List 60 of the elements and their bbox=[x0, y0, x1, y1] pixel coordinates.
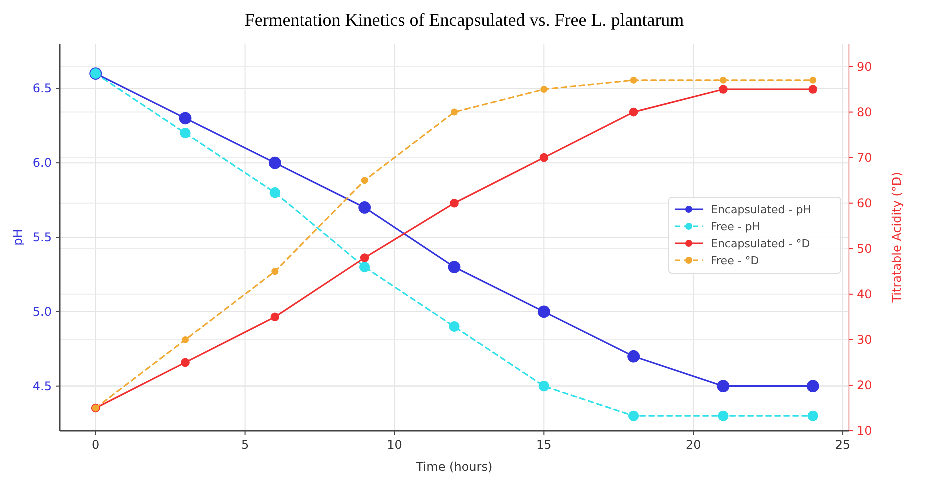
point bbox=[358, 202, 372, 214]
point bbox=[451, 108, 458, 116]
y2-tick-label: 40 bbox=[857, 287, 872, 302]
point bbox=[361, 177, 368, 184]
x-tick-label: 20 bbox=[686, 438, 702, 452]
y2-tick-label: 70 bbox=[857, 150, 872, 165]
point bbox=[360, 254, 370, 262]
y2-tick-label: 30 bbox=[857, 332, 872, 347]
y-axis-title: pH bbox=[11, 229, 25, 246]
point bbox=[448, 261, 461, 274]
point bbox=[808, 410, 818, 422]
point bbox=[540, 153, 549, 162]
point bbox=[719, 85, 728, 94]
point bbox=[630, 76, 638, 84]
point bbox=[180, 128, 191, 139]
legend-label: Free - pH bbox=[711, 220, 761, 234]
y-tick-label: 6.0 bbox=[32, 156, 52, 170]
y2-axis-title: Titratable Acidity (°D) bbox=[890, 172, 904, 304]
legend-label: Encapsulated - °D bbox=[711, 238, 810, 250]
point bbox=[538, 381, 550, 392]
legend-label: Encapsulated - pH bbox=[711, 204, 812, 216]
point bbox=[538, 306, 550, 318]
point bbox=[181, 358, 190, 368]
y-tick-label: 4.5 bbox=[32, 379, 52, 394]
y-tick-label: 6.5 bbox=[32, 82, 52, 96]
y2-tick-label: 60 bbox=[857, 196, 872, 210]
y-tick-label: 5.0 bbox=[32, 304, 52, 319]
point bbox=[808, 85, 818, 94]
y2-tick-label: 10 bbox=[857, 424, 872, 438]
y2-tick-label: 80 bbox=[857, 105, 872, 120]
point bbox=[270, 312, 280, 322]
point bbox=[179, 112, 192, 125]
point bbox=[360, 262, 370, 273]
chart-title: Fermentation Kinetics of Encapsulated vs. Free L. plantarum bbox=[244, 10, 684, 30]
point bbox=[717, 380, 730, 393]
x-tick-label: 15 bbox=[536, 438, 552, 452]
y2-tick-label: 20 bbox=[857, 378, 872, 392]
point bbox=[810, 76, 817, 84]
y2-tick-label: 50 bbox=[857, 242, 872, 256]
x-tick-label: 10 bbox=[387, 438, 402, 452]
x-axis-title: Time (hours) bbox=[415, 460, 493, 474]
point bbox=[450, 198, 459, 208]
x-tick-label: 5 bbox=[241, 438, 250, 452]
point bbox=[628, 410, 640, 422]
point bbox=[268, 156, 282, 170]
point bbox=[629, 108, 638, 117]
point bbox=[718, 410, 729, 422]
point bbox=[449, 322, 460, 332]
point bbox=[182, 336, 190, 344]
legend-label: Free - °D bbox=[711, 254, 760, 268]
x-tick-label: 0 bbox=[92, 438, 100, 452]
x-tick-label: 25 bbox=[835, 438, 851, 452]
point bbox=[628, 350, 640, 363]
point bbox=[540, 86, 548, 94]
point bbox=[720, 76, 727, 84]
y-tick-label: 5.5 bbox=[32, 230, 52, 244]
point bbox=[806, 380, 820, 393]
point bbox=[270, 188, 280, 198]
y2-tick-label: 90 bbox=[857, 60, 872, 74]
point bbox=[272, 268, 279, 276]
